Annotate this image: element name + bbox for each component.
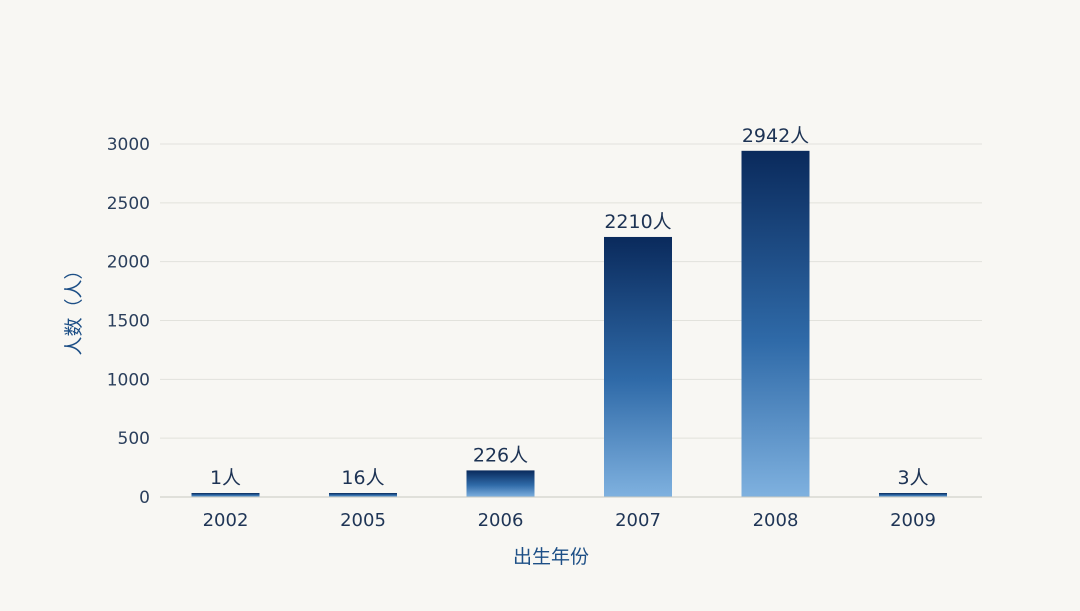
data-label-2006: 226人 [473,444,528,466]
bar-2007 [604,236,672,497]
data-label-2005: 16人 [341,467,384,489]
y-axis-title: 人数（人） [63,260,85,355]
data-label-2008: 2942人 [742,125,809,147]
y-axis-ticks: 0 500 1000 1500 2000 2500 3000 [107,135,150,508]
y-tick-label: 1500 [107,312,150,332]
bar-2002 [191,493,260,497]
bar-2006 [466,470,535,497]
grid-lines [160,143,982,439]
y-tick-label: 500 [118,429,150,449]
y-tick-label: 1000 [107,370,150,390]
bar-2008 [741,150,810,498]
y-tick-label: 3000 [107,135,150,155]
y-tick-label: 0 [139,488,150,508]
x-tick-label: 2008 [753,510,799,531]
x-tick-label: 2007 [615,510,661,531]
data-label-2007: 2210人 [604,211,671,233]
y-tick-label: 2000 [107,253,150,273]
y-tick-label: 2500 [107,194,150,214]
x-tick-label: 2009 [890,510,936,531]
x-axis-title: 出生年份 [513,546,589,568]
x-axis-ticks: 2002 2005 2006 2007 2008 2009 [203,510,936,531]
bar-2005 [329,493,397,497]
data-labels: 1人 16人 226人 2210人 2942人 3人 [210,125,929,489]
x-tick-label: 2002 [203,510,249,531]
x-tick-label: 2005 [340,510,386,531]
bars [191,150,947,498]
x-tick-label: 2006 [478,510,524,531]
data-label-2009: 3人 [897,467,928,489]
data-label-2002: 1人 [210,467,241,489]
bar-2009 [879,493,947,497]
